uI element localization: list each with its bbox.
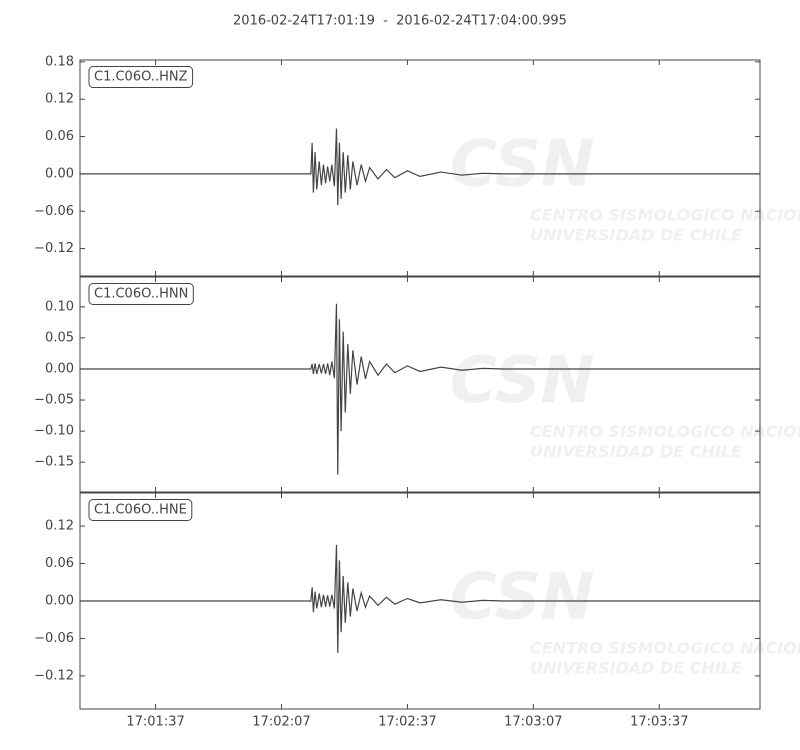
- y-tick-label: 0.18: [45, 54, 74, 69]
- y-tick-label: 0.06: [45, 129, 74, 144]
- legend-label: C1.C06O..HNZ: [94, 70, 188, 85]
- y-tick-label: −0.10: [34, 424, 74, 439]
- y-tick-label: −0.06: [34, 631, 74, 646]
- y-tick-label: −0.12: [34, 668, 74, 683]
- watermark-text: CENTRO SISMOLOGICO NACIONAL: [530, 639, 800, 658]
- legend-box: [88, 66, 194, 88]
- legend-label: C1.C06O..HNN: [94, 287, 188, 302]
- watermark-text: UNIVERSIDAD DE CHILE: [530, 659, 742, 678]
- watermark-logo: CSN: [450, 344, 594, 418]
- x-tick-label: 17:03:37: [630, 715, 688, 730]
- y-tick-label: 0.00: [45, 594, 74, 609]
- watermark-text: CENTRO SISMOLOGICO NACIONAL: [530, 206, 800, 225]
- waveform: [80, 303, 760, 475]
- y-tick-label: 0.12: [45, 92, 74, 107]
- waveform: [80, 544, 760, 653]
- y-tick-label: 0.12: [45, 519, 74, 534]
- legend-label: C1.C06O..HNE: [94, 503, 187, 518]
- y-tick-label: 0.00: [45, 166, 74, 181]
- plot-frame: [79, 276, 761, 493]
- watermark-logo: CSN: [450, 561, 594, 635]
- watermark-logo: CSN: [450, 128, 594, 202]
- plot-frame: [79, 59, 761, 277]
- y-tick-label: −0.12: [34, 241, 74, 256]
- y-tick-label: −0.15: [34, 455, 74, 470]
- x-tick-label: 17:03:07: [504, 715, 562, 730]
- y-tick-label: −0.06: [34, 204, 74, 219]
- watermark-text: UNIVERSIDAD DE CHILE: [530, 442, 742, 461]
- legend-box: [88, 283, 194, 305]
- watermark-text: CENTRO SISMOLOGICO NACIONAL: [530, 422, 800, 441]
- y-tick-label: 0.05: [45, 330, 74, 345]
- x-tick-label: 17:02:37: [378, 715, 436, 730]
- x-tick-label: 17:01:37: [126, 715, 184, 730]
- y-tick-label: 0.00: [45, 361, 74, 376]
- y-tick-label: 0.06: [45, 556, 74, 571]
- x-tick-label: 17:02:07: [252, 715, 310, 730]
- chart-title: 2016-02-24T17:01:19 - 2016-02-24T17:04:0…: [233, 14, 567, 29]
- y-tick-label: 0.10: [45, 299, 74, 314]
- y-tick-label: −0.05: [34, 393, 74, 408]
- watermark-text: UNIVERSIDAD DE CHILE: [530, 226, 742, 245]
- legend-box: [88, 499, 193, 521]
- waveform: [80, 128, 760, 206]
